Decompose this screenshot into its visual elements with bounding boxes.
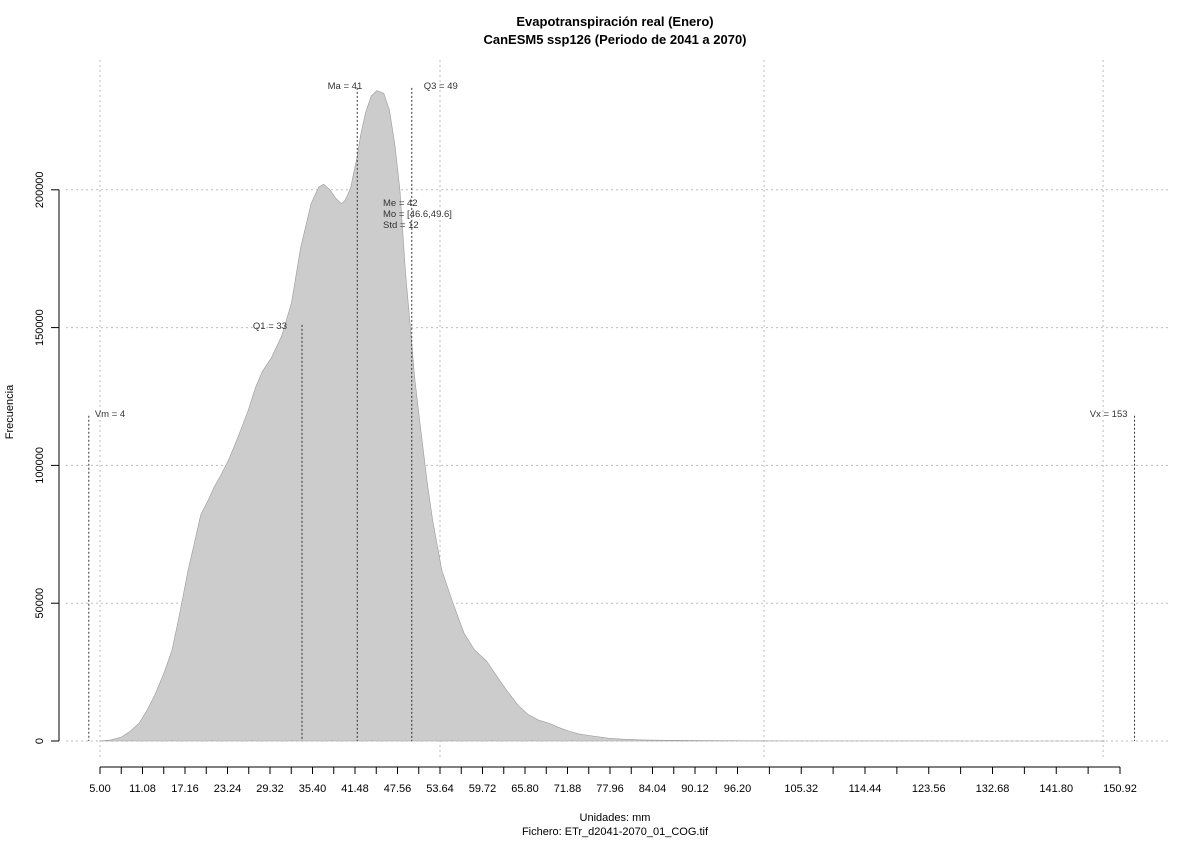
marker-lines: Vm = 4 Q1 = 33 Ma = 41 Q3 = 49 Vx = 153 <box>88 81 1136 741</box>
x-tick-label: 141.80 <box>1039 783 1073 795</box>
x-tick-label: 132.68 <box>976 783 1010 795</box>
x-tick-label: 11.08 <box>129 783 156 795</box>
chart-subtitle: CanESM5 ssp126 (Periodo de 2041 a 2070) <box>483 32 746 47</box>
x-tick-label: 29.32 <box>256 783 284 795</box>
grid-lines <box>66 60 1170 760</box>
marker-label: Vx = 153 <box>1090 409 1128 420</box>
x-tick-label: 53.64 <box>426 783 454 795</box>
stat-mode: Mo = [46.6,49.6] <box>383 209 452 220</box>
x-tick-label: 96.20 <box>724 783 752 795</box>
marker-label: Q1 = 33 <box>253 321 287 332</box>
x-tick-label: 35.40 <box>299 783 327 795</box>
x-tick-label: 17.16 <box>171 783 199 795</box>
y-tick-label: 50000 <box>34 588 46 619</box>
y-axis-label: Frecuencia <box>4 384 16 439</box>
x-tick-label: 71.88 <box>554 783 582 795</box>
density-series <box>99 90 1106 742</box>
marker-label: Ma = 41 <box>328 81 363 92</box>
x-axis-label: Unidades: mm <box>580 812 651 824</box>
x-tick-label: 77.96 <box>596 783 624 795</box>
x-tick-label: 65.80 <box>511 783 539 795</box>
x-tick-label: 150.92 <box>1103 783 1137 795</box>
marker-label: Q3 = 49 <box>424 81 458 92</box>
density-area <box>99 90 1106 742</box>
stat-median: Me = 42 <box>383 198 418 209</box>
x-tick-label: 90.12 <box>681 783 709 795</box>
x-tick-label: 84.04 <box>639 783 667 795</box>
chart-caption: Fichero: ETr_d2041-2070_01_COG.tif <box>522 826 709 838</box>
y-tick-label: 0 <box>34 738 46 744</box>
x-tick-label: 47.56 <box>384 783 412 795</box>
y-tick-label: 150000 <box>34 309 46 346</box>
chart-title: Evapotranspiración real (Enero) <box>516 14 713 29</box>
y-tick-label: 200000 <box>34 171 46 208</box>
x-tick-label: 123.56 <box>912 783 946 795</box>
x-tick-label: 5.00 <box>89 783 110 795</box>
x-tick-label: 23.24 <box>214 783 242 795</box>
x-tick-label: 59.72 <box>469 783 497 795</box>
axes: 0 50000 100000 150000 200000 5.00 11.08 17.16 23… <box>34 171 1137 795</box>
y-tick-label: 100000 <box>34 447 46 484</box>
x-tick-label: 114.44 <box>849 783 882 795</box>
stat-std: Std = 12 <box>383 220 419 231</box>
x-tick-label: 105.32 <box>784 783 818 795</box>
marker-label: Vm = 4 <box>95 409 125 420</box>
x-tick-label: 41.48 <box>341 783 369 795</box>
